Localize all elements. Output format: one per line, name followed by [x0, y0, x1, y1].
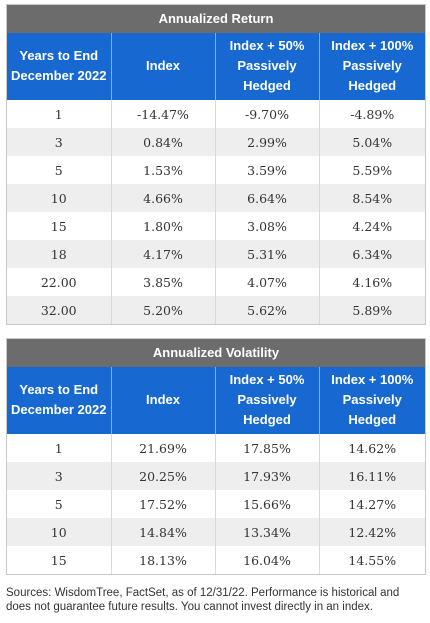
cell-50-hedged: -9.70%	[214, 100, 319, 128]
cell-index: -14.47%	[110, 100, 215, 128]
annualized-volatility-table-block: Annualized Volatility Years to End Decem…	[6, 338, 426, 575]
header-row: Years to End December 2022 Index Index +…	[7, 33, 425, 100]
cell-years: 1	[7, 434, 111, 462]
cell-index: 17.52%	[110, 490, 215, 518]
cell-years: 15	[7, 212, 111, 240]
table-row: 3 20.25% 17.93% 16.11%	[7, 462, 425, 490]
cell-years: 10	[7, 184, 111, 212]
table-row: 1 -14.47% -9.70% -4.89%	[7, 100, 425, 128]
cell-years: 5	[7, 490, 111, 518]
sources-footnote: Sources: WisdomTree, FactSet, as of 12/3…	[6, 587, 400, 613]
cell-years: 32.00	[7, 296, 111, 324]
annualized-volatility-body: 1 21.69% 17.85% 14.62% 3 20.25% 17.93% 16.11% 5 1…	[7, 434, 425, 574]
annualized-volatility-table: Years to End December 2022 Index Index +…	[7, 367, 425, 574]
header-years: Years to End December 2022	[7, 33, 111, 100]
cell-index: 0.84%	[110, 128, 215, 156]
annualized-return-table-block: Annualized Return Years to End December …	[6, 4, 426, 325]
cell-100-hedged: -4.89%	[318, 100, 425, 128]
header-50-hedged: Index + 50% Passively Hedged	[214, 367, 319, 434]
annualized-return-title: Annualized Return	[7, 5, 425, 33]
header-50-hedged: Index + 50% Passively Hedged	[214, 33, 319, 100]
annualized-return-table: Years to End December 2022 Index Index +…	[7, 33, 425, 324]
cell-50-hedged: 6.64%	[214, 184, 319, 212]
header-100-hedged: Index + 100% Passively Hedged	[318, 367, 425, 434]
cell-index: 5.20%	[110, 296, 215, 324]
cell-100-hedged: 5.59%	[318, 156, 425, 184]
cell-50-hedged: 5.31%	[214, 240, 319, 268]
cell-100-hedged: 8.54%	[318, 184, 425, 212]
cell-50-hedged: 4.07%	[214, 268, 319, 296]
cell-index: 14.84%	[110, 518, 215, 546]
cell-index: 1.53%	[110, 156, 215, 184]
header-years: Years to End December 2022	[7, 367, 111, 434]
cell-100-hedged: 14.55%	[318, 546, 425, 574]
cell-years: 18	[7, 240, 111, 268]
cell-years: 10	[7, 518, 111, 546]
cell-index: 4.17%	[110, 240, 215, 268]
cell-50-hedged: 5.62%	[214, 296, 319, 324]
annualized-volatility-title: Annualized Volatility	[7, 339, 425, 367]
cell-50-hedged: 3.59%	[214, 156, 319, 184]
table-row: 5 1.53% 3.59% 5.59%	[7, 156, 425, 184]
header-100-hedged: Index + 100% Passively Hedged	[318, 33, 425, 100]
annualized-return-body: 1 -14.47% -9.70% -4.89% 3 0.84% 2.99% 5.04% 5 1.5…	[7, 100, 425, 324]
cell-100-hedged: 14.27%	[318, 490, 425, 518]
cell-years: 15	[7, 546, 111, 574]
cell-50-hedged: 16.04%	[214, 546, 319, 574]
table-row: 5 17.52% 15.66% 14.27%	[7, 490, 425, 518]
cell-50-hedged: 15.66%	[214, 490, 319, 518]
cell-100-hedged: 4.24%	[318, 212, 425, 240]
cell-100-hedged: 6.34%	[318, 240, 425, 268]
table-row: 10 14.84% 13.34% 12.42%	[7, 518, 425, 546]
cell-years: 1	[7, 100, 111, 128]
cell-years: 5	[7, 156, 111, 184]
cell-50-hedged: 3.08%	[214, 212, 319, 240]
cell-index: 4.66%	[110, 184, 215, 212]
cell-years: 3	[7, 462, 111, 490]
table-row: 15 18.13% 16.04% 14.55%	[7, 546, 425, 574]
cell-index: 18.13%	[110, 546, 215, 574]
cell-100-hedged: 5.89%	[318, 296, 425, 324]
cell-100-hedged: 14.62%	[318, 434, 425, 462]
cell-index: 21.69%	[110, 434, 215, 462]
table-row: 10 4.66% 6.64% 8.54%	[7, 184, 425, 212]
header-row: Years to End December 2022 Index Index +…	[7, 367, 425, 434]
table-row: 3 0.84% 2.99% 5.04%	[7, 128, 425, 156]
cell-100-hedged: 4.16%	[318, 268, 425, 296]
table-row: 18 4.17% 5.31% 6.34%	[7, 240, 425, 268]
cell-years: 3	[7, 128, 111, 156]
table-row: 32.00 5.20% 5.62% 5.89%	[7, 296, 425, 324]
header-index: Index	[110, 33, 215, 100]
cell-100-hedged: 12.42%	[318, 518, 425, 546]
cell-years: 22.00	[7, 268, 111, 296]
cell-50-hedged: 2.99%	[214, 128, 319, 156]
cell-index: 1.80%	[110, 212, 215, 240]
cell-100-hedged: 5.04%	[318, 128, 425, 156]
header-index: Index	[110, 367, 215, 434]
cell-100-hedged: 16.11%	[318, 462, 425, 490]
table-row: 22.00 3.85% 4.07% 4.16%	[7, 268, 425, 296]
table-row: 1 21.69% 17.85% 14.62%	[7, 434, 425, 462]
table-row: 15 1.80% 3.08% 4.24%	[7, 212, 425, 240]
cell-index: 20.25%	[110, 462, 215, 490]
cell-50-hedged: 17.93%	[214, 462, 319, 490]
cell-50-hedged: 13.34%	[214, 518, 319, 546]
cell-index: 3.85%	[110, 268, 215, 296]
cell-50-hedged: 17.85%	[214, 434, 319, 462]
